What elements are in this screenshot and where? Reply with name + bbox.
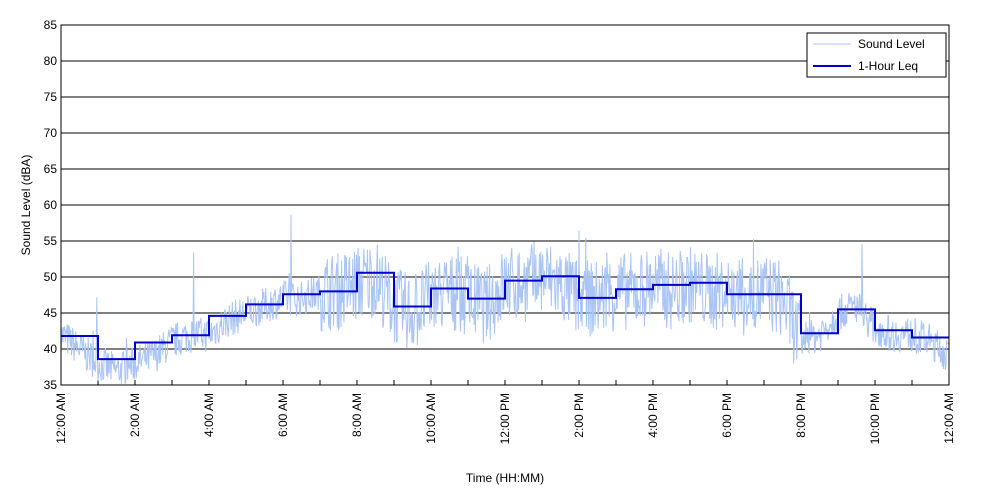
x-tick-label: 2:00 PM [572, 393, 586, 438]
y-tick-label: 65 [44, 162, 58, 176]
x-axis-label: Time (HH:MM) [466, 471, 544, 485]
y-tick-label: 85 [44, 18, 58, 32]
x-tick-label: 12:00 AM [942, 393, 956, 444]
x-tick-label: 6:00 PM [720, 393, 734, 438]
x-tick-label: 10:00 PM [868, 393, 882, 444]
series-layer [60, 214, 950, 385]
y-tick-label: 45 [44, 306, 58, 320]
legend-label-sound-level: Sound Level [858, 37, 925, 51]
series-line-1-hour-leq [61, 271, 949, 361]
x-tick-label: 8:00 PM [794, 393, 808, 438]
y-tick-label: 70 [44, 126, 58, 140]
legend-box [806, 32, 947, 78]
x-tick-label: 12:00 PM [498, 393, 512, 444]
x-tick-label: 8:00 AM [350, 393, 364, 437]
x-tick-label: 2:00 AM [128, 393, 142, 437]
y-tick-label: 40 [44, 342, 58, 356]
legend: Sound Level 1-Hour Leq [806, 32, 947, 78]
x-tick-labels: 12:00 AM 2:00 AM 4:00 AM 6:00 AM 8:00 AM 10:0… [54, 393, 956, 444]
x-tick-label: 4:00 PM [646, 393, 660, 438]
plot-frame [60, 24, 950, 386]
y-tick-label: 80 [44, 54, 58, 68]
y-tick-label: 60 [44, 198, 58, 212]
y-tick-label: 55 [44, 234, 58, 248]
y-tick-label: 50 [44, 270, 58, 284]
x-tick-label: 4:00 AM [202, 393, 216, 437]
y-tick-labels: 35 40 45 50 55 60 65 70 75 80 85 [44, 18, 58, 392]
x-tick-label: 12:00 AM [54, 393, 68, 444]
x-tick-label: 10:00 AM [424, 393, 438, 444]
y-tick-label: 35 [44, 378, 58, 392]
x-tick-label: 6:00 AM [276, 393, 290, 437]
legend-label-1-hour-leq: 1-Hour Leq [858, 59, 918, 73]
y-axis-label: Sound Level (dBA) [19, 155, 33, 256]
y-tick-label: 75 [44, 90, 58, 104]
